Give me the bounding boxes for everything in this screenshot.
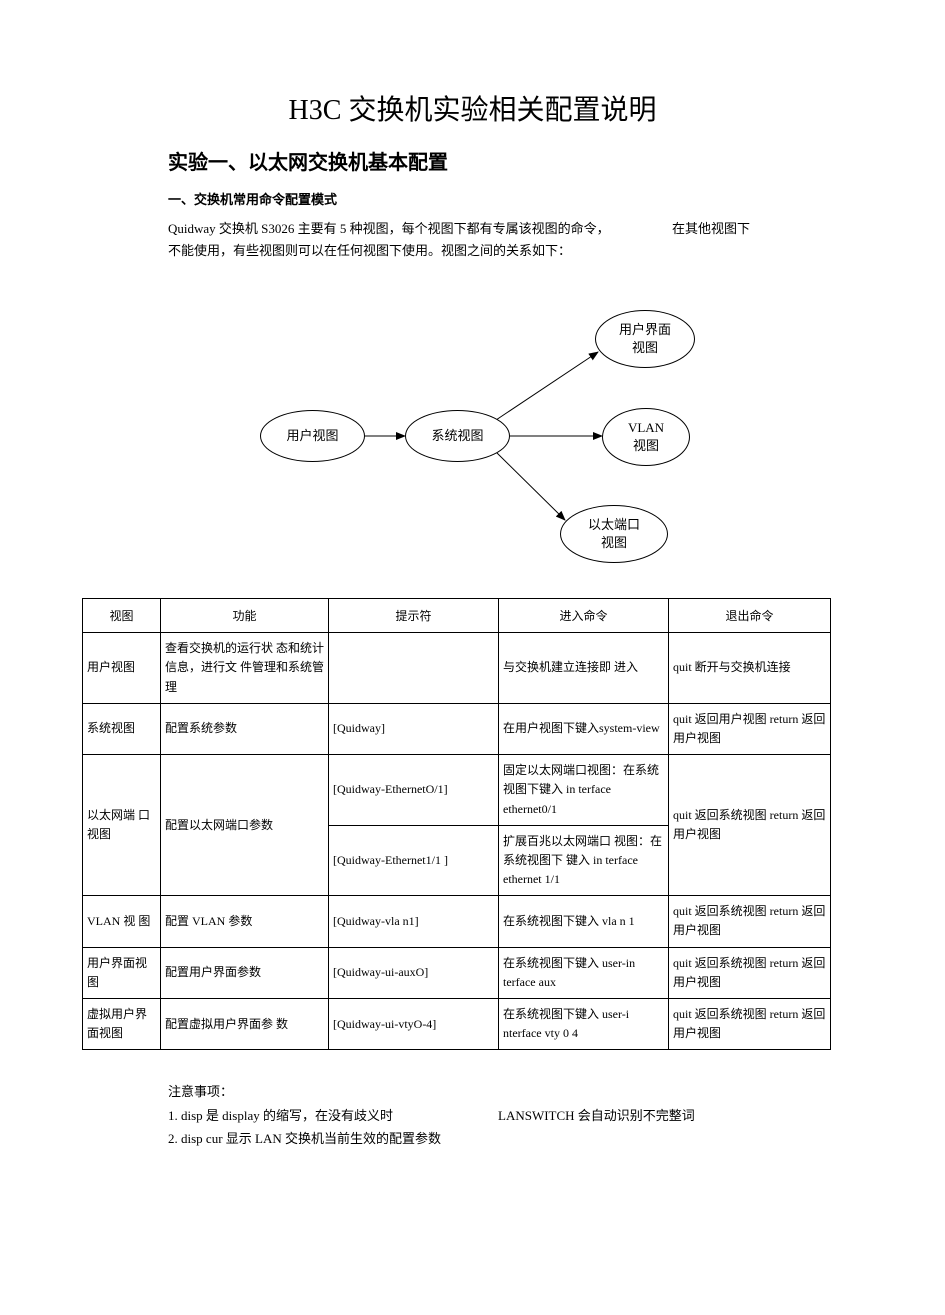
cell-enter: 扩展百兆以太网端口 视图：在系统视图下 键入 in terface ethern… [499,825,669,896]
cell-enter: 在系统视图下键入 vla n 1 [499,896,669,947]
node-system-view: 系统视图 [405,410,510,462]
cell-prompt: [Quidway-ui-auxO] [329,947,499,998]
cell-func: 配置以太网端口参数 [161,755,329,896]
view-relationship-diagram: 用户视图 系统视图 用户界面 视图 VLAN 视图 以太端口 视图 [220,310,820,570]
cell-enter: 在用户视图下键入system-view [499,703,669,754]
cell-func: 配置虚拟用户界面参 数 [161,999,329,1050]
note-item-1: 1. disp 是 display 的缩写，在没有歧义时 LANSWITCH 会… [168,1104,945,1127]
paragraph-1-line2: 不能使用，有些视图则可以在任何视图下使用。视图之间的关系如下： [168,243,571,258]
cell-enter: 在系统视图下键入 user-in terface aux [499,947,669,998]
node-label-line2: 视图 [601,534,627,552]
view-commands-table: 视图 功能 提示符 进入命令 退出命令 用户视图 查看交换机的运行状 态和统计信… [82,598,831,1050]
node-user-view: 用户视图 [260,410,365,462]
section-title: 实验一、以太网交换机基本配置 [168,146,945,175]
node-label-line1: VLAN [628,419,664,437]
node-label-line1: 以太端口 [588,516,640,534]
cell-view: VLAN 视 图 [83,896,161,947]
cell-exit: quit 断开与交换机连接 [669,633,831,704]
header-prompt: 提示符 [329,599,499,633]
table-row: 以太网端 口视图 配置以太网端口参数 [Quidway-EthernetO/1]… [83,755,831,826]
header-enter: 进入命令 [499,599,669,633]
table-row: 系统视图 配置系统参数 [Quidway] 在用户视图下键入system-vie… [83,703,831,754]
cell-view: 用户视图 [83,633,161,704]
cell-enter: 固定以太网端口视图：在系统视图下键入 in terface ethernet0/… [499,755,669,826]
notes-title: 注意事项： [168,1080,945,1103]
cell-func: 查看交换机的运行状 态和统计信息，进行文 件管理和系统管理 [161,633,329,704]
cell-prompt: [Quidway-Ethernet1/1 ] [329,825,499,896]
cell-view: 用户界面视图 [83,947,161,998]
cell-enter: 在系统视图下键入 user-i nterface vty 0 4 [499,999,669,1050]
paragraph-1-line1: Quidway 交换机 S3026 主要有 5 种视图，每个视图下都有专属该视图… [168,221,610,236]
cell-func: 配置 VLAN 参数 [161,896,329,947]
cell-exit: quit 返回用户视图 return 返回用户视图 [669,703,831,754]
header-function: 功能 [161,599,329,633]
cell-exit: quit 返回系统视图 return 返回用户视图 [669,755,831,896]
header-view: 视图 [83,599,161,633]
note-item-2: 2. disp cur 显示 LAN 交换机当前生效的配置参数 [168,1127,945,1150]
node-label-line1: 用户界面 [619,321,671,339]
node-ui-view: 用户界面 视图 [595,310,695,368]
node-eth-view: 以太端口 视图 [560,505,668,563]
paragraph-1: Quidway 交换机 S3026 主要有 5 种视图，每个视图下都有专属该视图… [168,218,845,262]
cell-prompt: [Quidway] [329,703,499,754]
paragraph-1-right: 在其他视图下 [672,218,750,240]
table-row: 用户视图 查看交换机的运行状 态和统计信息，进行文 件管理和系统管理 与交换机建… [83,633,831,704]
note-item-1-text: 1. disp 是 display 的缩写，在没有歧义时 [168,1108,393,1123]
subsection-title: 一、交换机常用命令配置模式 [168,189,945,208]
cell-prompt: [Quidway-vla n1] [329,896,499,947]
node-label-line2: 视图 [632,339,658,357]
cell-view: 以太网端 口视图 [83,755,161,896]
cell-view: 虚拟用户界面视图 [83,999,161,1050]
header-exit: 退出命令 [669,599,831,633]
cell-enter: 与交换机建立连接即 进入 [499,633,669,704]
cell-prompt: [Quidway-ui-vtyO-4] [329,999,499,1050]
cell-view: 系统视图 [83,703,161,754]
table-row: 虚拟用户界面视图 配置虚拟用户界面参 数 [Quidway-ui-vtyO-4]… [83,999,831,1050]
table-row: VLAN 视 图 配置 VLAN 参数 [Quidway-vla n1] 在系统… [83,896,831,947]
node-label: 系统视图 [431,427,483,445]
cell-exit: quit 返回系统视图 return 返回用户视图 [669,999,831,1050]
node-vlan-view: VLAN 视图 [602,408,690,466]
notes-section: 注意事项： 1. disp 是 display 的缩写，在没有歧义时 LANSW… [168,1080,945,1150]
note-item-1-right: LANSWITCH 会自动识别不完整词 [498,1104,695,1127]
cell-exit: quit 返回系统视图 return 返回用户视图 [669,947,831,998]
cell-func: 配置用户界面参数 [161,947,329,998]
node-label-line2: 视图 [633,437,659,455]
table-row: 用户界面视图 配置用户界面参数 [Quidway-ui-auxO] 在系统视图下… [83,947,831,998]
cell-prompt: [Quidway-EthernetO/1] [329,755,499,826]
page-title: H3C 交换机实验相关配置说明 [0,0,945,128]
cell-exit: quit 返回系统视图 return 返回用户视图 [669,896,831,947]
node-label: 用户视图 [286,427,338,445]
cell-prompt [329,633,499,704]
cell-func: 配置系统参数 [161,703,329,754]
table-header-row: 视图 功能 提示符 进入命令 退出命令 [83,599,831,633]
